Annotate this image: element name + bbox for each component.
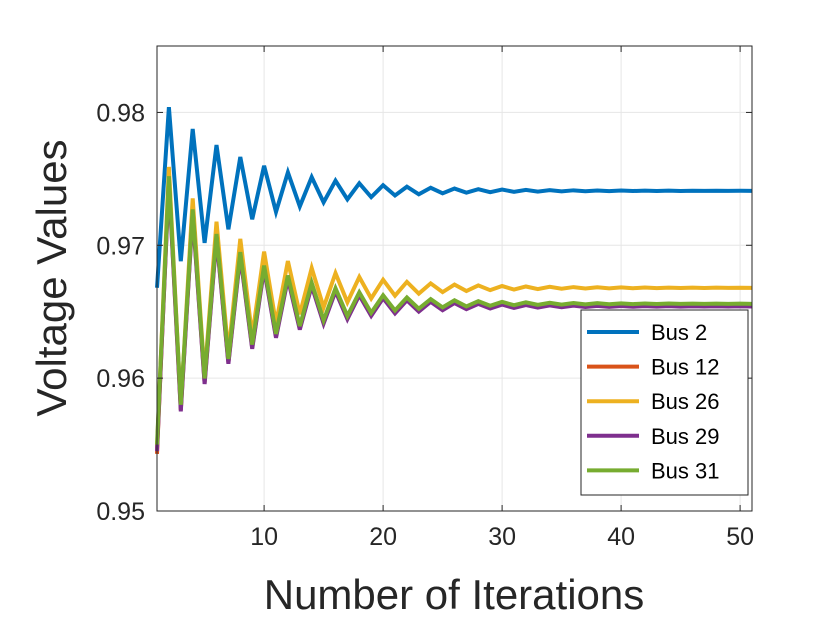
y-tick-label: 0.96 [96,365,145,393]
legend-label: Bus 12 [651,355,720,380]
legend-label: Bus 26 [651,389,720,414]
legend-label: Bus 2 [651,320,707,345]
legend: Bus 2 Bus 12 Bus 26 Bus 29 Bus 31 [580,309,749,496]
y-tick-label: 0.95 [96,498,145,526]
y-tick-label: 0.97 [96,232,145,260]
y-tick-label: 0.98 [96,99,145,127]
legend-label: Bus 29 [651,424,720,449]
x-tick-label: 50 [726,523,754,551]
x-tick-label: 40 [607,523,635,551]
x-axis-label: Number of Iterations [264,571,645,618]
x-tick-label: 10 [250,523,278,551]
y-axis-label: Voltage Values [28,139,75,416]
plot-border [156,45,753,512]
x-tick-label: 20 [369,523,397,551]
series-line-bus-2 [155,106,753,288]
x-tick-label: 30 [488,523,516,551]
series-layer [155,106,753,454]
series-line-bus-31 [155,176,753,445]
ticks: 10 20 30 40 50 0.95 0.96 0.97 0.98 [96,46,754,551]
legend-label: Bus 31 [651,458,720,483]
